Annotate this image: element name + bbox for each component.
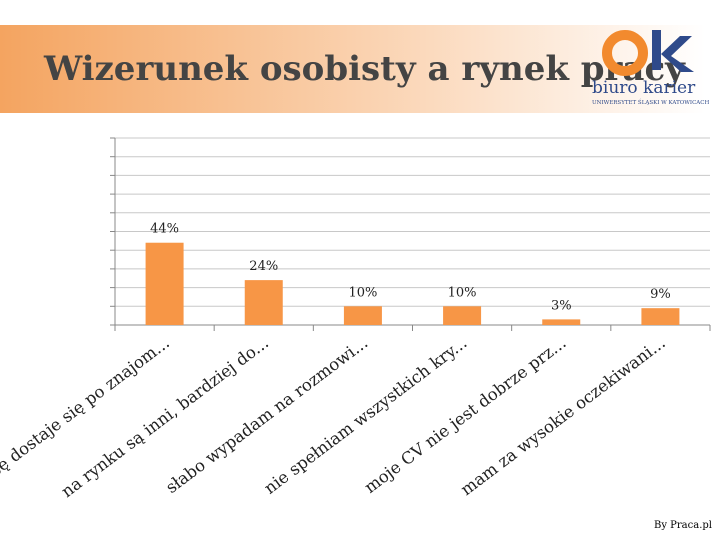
data-label: 10% [448, 285, 477, 300]
x-tick-label: słabo wypadam na rozmowi... [162, 333, 371, 497]
header-band [0, 25, 705, 113]
logo-k-stem [652, 30, 661, 70]
slide-title: Wizerunek osobisty a rynek pracy [43, 49, 686, 89]
bar [443, 306, 482, 325]
data-label: 44% [150, 222, 179, 237]
x-tick-label: mam za wysokie oczekiwani... [457, 333, 669, 499]
x-tick-label: nie spełniam wszystkich kry... [261, 333, 471, 498]
data-label: 3% [551, 298, 572, 313]
logo: ok biuro karier UNIWERSYTET ŚLĄSKI W KAT… [592, 30, 709, 106]
x-tick-label: moje CV nie jest dobrze prz... [361, 333, 570, 497]
source: By Praca.pl [654, 520, 712, 531]
logo-org: UNIWERSYTET ŚLĄSKI W KATOWICACH [592, 98, 709, 106]
data-label: 9% [650, 287, 671, 302]
data-label: 10% [348, 285, 377, 300]
bar [145, 242, 184, 325]
bar [641, 308, 680, 325]
logo-k-arm [661, 36, 694, 72]
bar [343, 306, 382, 325]
logo-name: biuro karier [592, 78, 696, 98]
bar [542, 319, 581, 325]
data-label: 24% [249, 259, 278, 274]
bar [244, 280, 283, 325]
logo-ring [602, 30, 648, 76]
x-tick-label: na rynku są inni, bardziej do... [58, 333, 272, 501]
